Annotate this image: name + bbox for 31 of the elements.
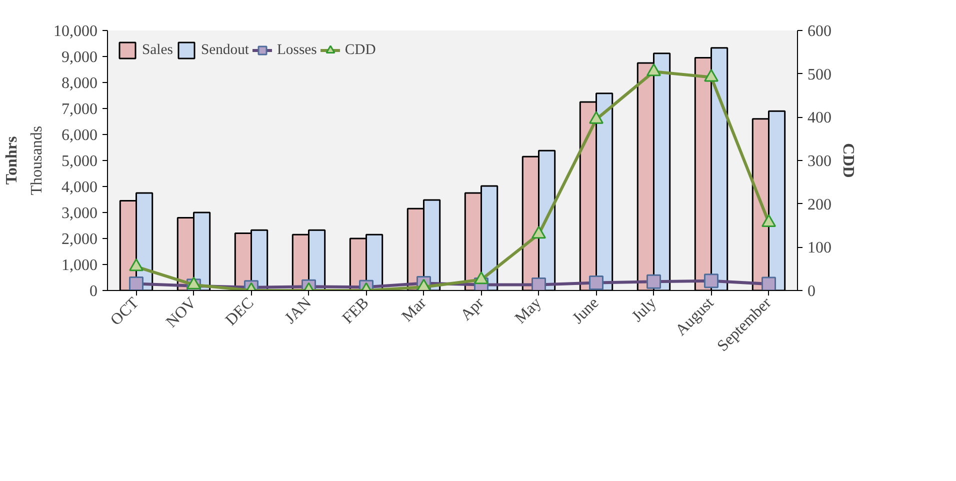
x-tick-label: Mar xyxy=(398,294,430,326)
y-tick-label: 3,000 xyxy=(62,205,98,222)
y-tick-label: 1,000 xyxy=(62,257,98,274)
x-tick-label: FEB xyxy=(339,294,372,328)
y-tick-label: 7,000 xyxy=(62,101,98,118)
y-tick-label: 4,000 xyxy=(62,179,98,196)
y-tick-label: 9,000 xyxy=(62,49,98,66)
y-tick-label: 5,000 xyxy=(62,153,98,170)
text: Thousands xyxy=(28,126,46,196)
legend-label: CDD xyxy=(344,42,376,58)
y-tick-label: 2,000 xyxy=(62,231,98,248)
y2-tick-label: 0 xyxy=(808,283,816,300)
x-tick-label: July xyxy=(628,294,660,326)
legend-label: Sendout xyxy=(200,42,249,58)
y2-tick-label: 600 xyxy=(808,23,832,40)
y2-axis-title: CDD xyxy=(840,143,856,178)
y-tick-label: 8,000 xyxy=(62,75,98,92)
y2-tick-label: 300 xyxy=(808,153,832,170)
legend-label: Sales xyxy=(142,42,173,58)
y2-tick-label: 400 xyxy=(808,110,832,127)
y2-tick-label: 100 xyxy=(808,240,832,257)
y2-tick-label: 200 xyxy=(808,196,832,214)
x-tick-label: May xyxy=(512,294,545,328)
y-tick-label: 6,000 xyxy=(62,127,98,144)
y-tick-label: 0 xyxy=(90,283,98,300)
legend-label: Losses xyxy=(276,42,317,58)
x-tick-label: Apr xyxy=(458,294,488,324)
x-tick-label: June xyxy=(570,294,602,328)
y2-tick-label: 500 xyxy=(808,66,832,84)
y-axis-title: Tonhrs xyxy=(4,136,20,185)
y-tick-label: 10,000 xyxy=(54,23,98,40)
